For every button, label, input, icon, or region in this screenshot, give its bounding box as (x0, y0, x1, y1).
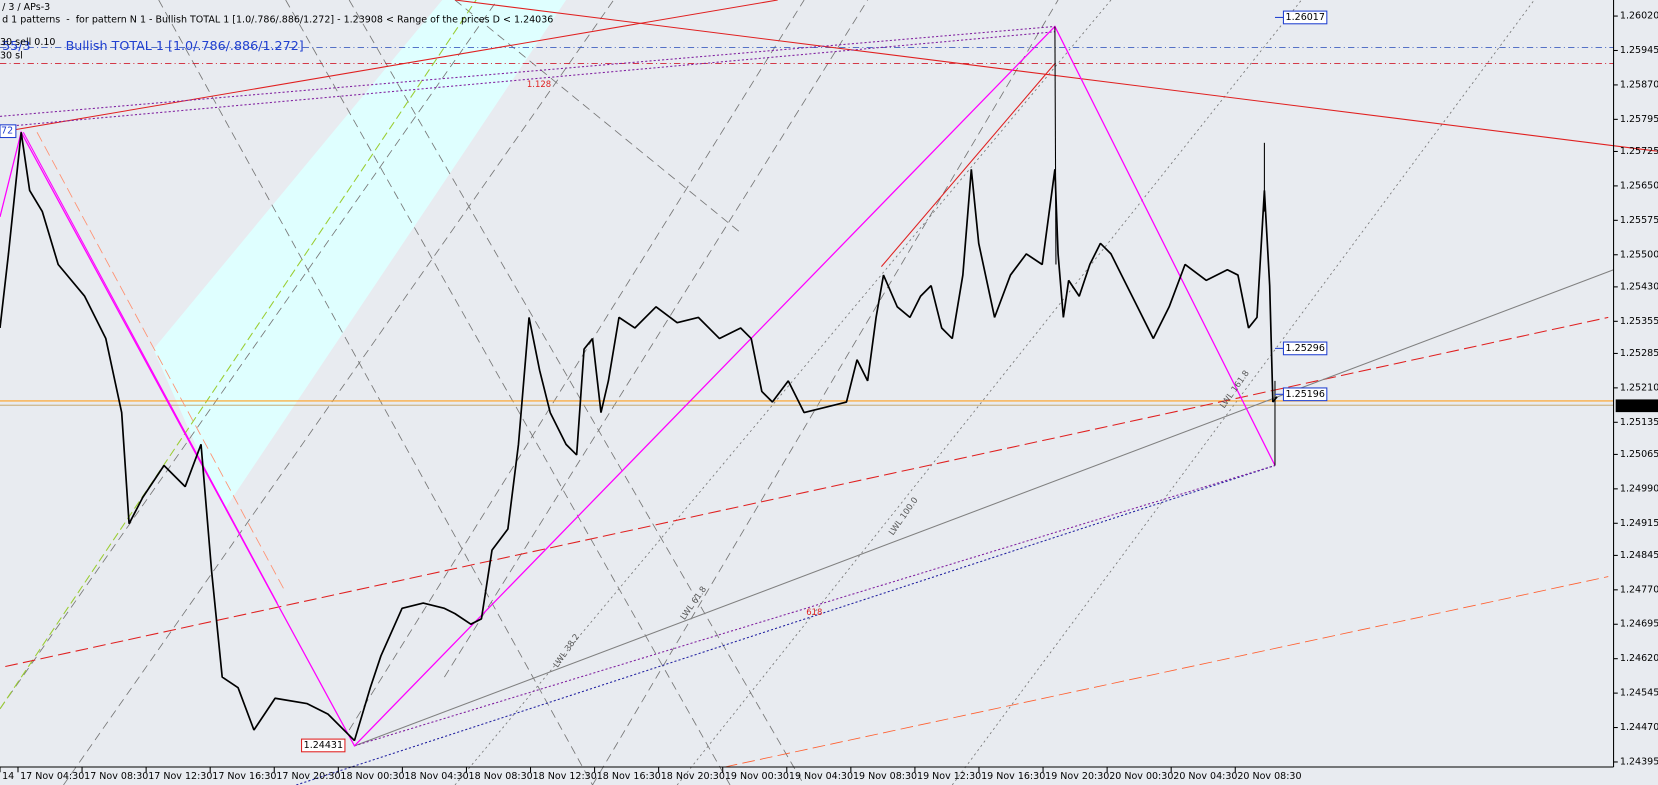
y-tick-label: 1.25135 (1620, 417, 1658, 428)
header: / 3 / APs-3 d 1 patterns - for pattern N… (0, 2, 553, 62)
x-tick-label: 18 Nov 04:30 (405, 771, 469, 782)
x-tick-label: 19 Nov 16:30 (981, 771, 1045, 782)
price-tag-box (1282, 10, 1328, 25)
y-tick-label: 1.24915 (1620, 518, 1658, 529)
x-tick-label: 19 Nov 08:30 (853, 771, 917, 782)
x-tick-label: 18 Nov 12:30 (533, 771, 597, 782)
y-tick-label: 1.25285 (1620, 348, 1658, 359)
point-label: 72 (1, 126, 13, 137)
x-tick-label: 17 Nov 08:30 (84, 771, 148, 782)
y-tick-label: 1.25795 (1620, 114, 1658, 125)
y-tick-label: 1.24990 (1620, 483, 1658, 494)
y-tick-label: 1.24845 (1620, 550, 1658, 561)
y-tick-label: 1.25945 (1620, 45, 1658, 56)
x-tick-label: 18 Nov 00:30 (340, 771, 404, 782)
y-tick-label: 1.24620 (1620, 653, 1658, 664)
price-tag: 1.26017 (1286, 12, 1325, 23)
price-tag-box (1282, 341, 1328, 356)
header-line: d 1 patterns - for pattern N 1 - Bullish… (2, 15, 553, 26)
y-tick-label: 1.26020 (1620, 11, 1658, 22)
x-tick-label: 17 Nov 04:30 (20, 771, 84, 782)
channel (153, 0, 567, 510)
x-tick-label: 18 Nov 20:30 (661, 771, 725, 782)
header-line: 55/3 (2, 38, 31, 53)
tag-box (0, 124, 17, 139)
price-tag: 1.25196 (1286, 389, 1325, 400)
x-tick-label: 19 Nov 20:30 (1045, 771, 1109, 782)
header-line: / 3 / APs-3 (2, 2, 50, 13)
x-tick-label: 20 Nov 08:30 (1237, 771, 1301, 782)
x-tick-label: 17 Nov 12:30 (148, 771, 212, 782)
y-tick-label: 1.25870 (1620, 79, 1658, 90)
x-tick-label: 19 Nov 12:30 (917, 771, 981, 782)
y-tick-label: 1.25430 (1620, 281, 1658, 292)
y-tick-label: 1.24470 (1620, 722, 1658, 733)
x-tick-label: 17 Nov 20:30 (276, 771, 340, 782)
pattern-name: Bullish TOTAL 1 [1.0/.786/.886/1.272] (66, 38, 304, 53)
axes: 1.26020 1.25945 1.25870 1.25795 1.25725 1.256… (0, 11, 1658, 782)
x-tick-label: 19 Nov 00:30 (725, 771, 789, 782)
low-tag: 1.24431 (304, 740, 343, 751)
x-tick-label: 17 Nov 16:30 (212, 771, 276, 782)
price-tag: 1.25296 (1286, 343, 1325, 354)
y-tick-label: 1.24545 (1620, 688, 1658, 699)
price-tag-box (1282, 387, 1328, 402)
y-tick-label: 1.25650 (1620, 180, 1658, 191)
low-tag-box (301, 738, 346, 753)
x-tick-label: 14 (2, 771, 14, 782)
y-tick-label: 1.24395 (1620, 756, 1658, 767)
y-tick-label: 1.25355 (1620, 316, 1658, 327)
current-price-box (1615, 399, 1658, 413)
y-tick-label: 1.25210 (1620, 382, 1658, 393)
header-line: 30 sl (0, 51, 23, 62)
y-tick-label: 1.25575 (1620, 215, 1658, 226)
y-tick-label: 1.25065 (1620, 449, 1658, 460)
y-tick-label: 1.24770 (1620, 584, 1658, 595)
x-tick-label: 19 Nov 04:30 (789, 771, 853, 782)
x-tick-label: 20 Nov 04:30 (1173, 771, 1237, 782)
ratio-label: 618 (806, 607, 822, 617)
y-tick-label: 1.25725 (1620, 146, 1658, 157)
ratio-label: 1.128 (527, 79, 551, 89)
y-tick-label: 1.24695 (1620, 619, 1658, 630)
x-tick-label: 18 Nov 08:30 (469, 771, 533, 782)
header-line: 30 sell 0.10 (0, 37, 55, 48)
x-tick-label: 20 Nov 00:30 (1109, 771, 1173, 782)
x-tick-label: 18 Nov 16:30 (597, 771, 661, 782)
current-price: 1.25171 (1619, 400, 1658, 411)
y-tick-label: 1.25500 (1620, 249, 1658, 260)
